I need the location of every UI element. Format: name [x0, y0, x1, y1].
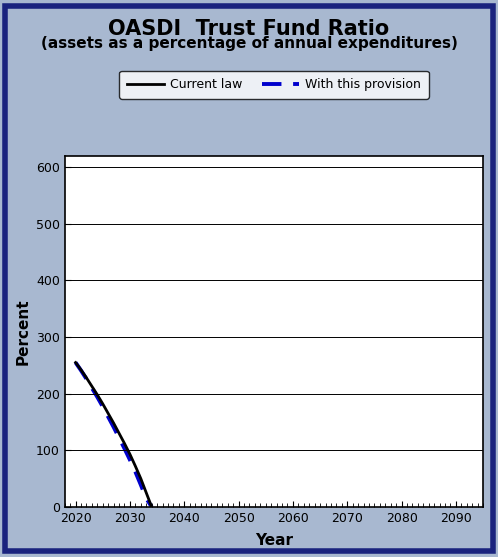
- Text: (assets as a percentage of annual expenditures): (assets as a percentage of annual expend…: [40, 36, 458, 51]
- Y-axis label: Percent: Percent: [15, 298, 30, 365]
- X-axis label: Year: Year: [255, 533, 293, 548]
- Text: OASDI  Trust Fund Ratio: OASDI Trust Fund Ratio: [109, 19, 389, 40]
- Legend: Current law, With this provision: Current law, With this provision: [119, 71, 429, 99]
